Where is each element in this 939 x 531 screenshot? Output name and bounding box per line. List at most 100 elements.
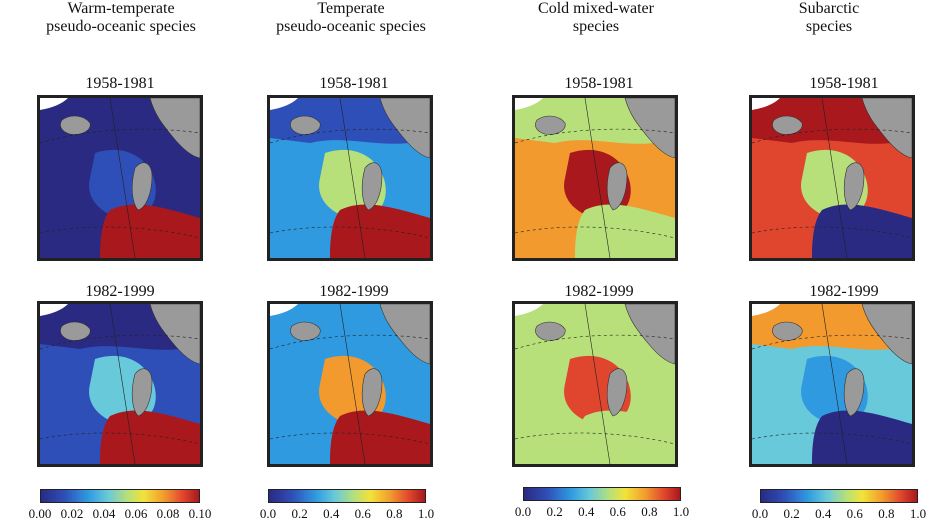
land-britain: [606, 368, 628, 417]
land-norway: [624, 304, 675, 365]
tick-label: 0.8: [878, 506, 895, 521]
land-britain: [131, 162, 153, 211]
graticule-parallel: [752, 226, 912, 239]
column-title-subarctic: Subarctic species: [729, 0, 929, 36]
land-norway: [379, 304, 430, 365]
tick-label: 0.2: [291, 506, 308, 521]
sea-field-south: [812, 204, 912, 258]
tick-label: 0.2: [783, 506, 800, 521]
title-line-2: pseudo-oceanic species: [276, 18, 426, 35]
tick-label: 0.4: [815, 506, 832, 521]
land-britain: [361, 162, 383, 211]
map-cold-mixed-water-1958-1981: [512, 95, 678, 261]
period-label: 1982-1999: [809, 283, 879, 300]
tick-label: 1.0: [417, 506, 435, 521]
period-label: 1982-1999: [319, 283, 389, 300]
tick-label: 0.8: [386, 506, 403, 521]
title-line-1: Subarctic: [798, 0, 860, 17]
graticule-parallel: [270, 226, 430, 239]
sea-field-south: [330, 410, 430, 464]
no-data-area: [752, 98, 780, 110]
land-iceland: [60, 321, 91, 341]
title-line-1: Warm-temperate: [67, 0, 175, 17]
graticule-parallel: [752, 334, 912, 350]
sea-field-south: [100, 410, 200, 464]
tick-label: 0.6: [609, 504, 626, 519]
graticule-meridian: [109, 304, 136, 464]
land-norway: [149, 304, 200, 365]
tick-label: 0.02: [60, 506, 84, 521]
tick-label: 0.04: [92, 506, 116, 521]
land-norway: [379, 98, 430, 159]
sea-field-south: [575, 204, 675, 258]
tick-label: 0.0: [751, 506, 769, 521]
tick-label: 1.0: [672, 504, 690, 519]
column-title-cold-mixed-water: Cold mixed-water species: [496, 0, 696, 36]
period-label: 1958-1981: [85, 75, 155, 92]
graticule-parallel: [752, 128, 912, 144]
tick-label: 1.0: [909, 506, 927, 521]
land-britain: [843, 368, 865, 417]
graticule-parallel: [270, 432, 430, 445]
graticule-meridian: [109, 98, 136, 258]
graticule-parallel: [270, 334, 430, 350]
map-temperate-1982-1999: [267, 301, 433, 467]
land-iceland: [535, 115, 566, 135]
graticule-parallel: [40, 128, 200, 144]
map-warm-temperate-1982-1999: [37, 301, 203, 467]
graticule-parallel: [515, 432, 675, 445]
map-subarctic-1958-1981: [749, 95, 915, 261]
tick-label: 0.00: [28, 506, 52, 521]
colorbar-cold-mixed-water: [523, 487, 681, 501]
no-data-area: [270, 98, 298, 110]
map-warm-temperate-1958-1981: [37, 95, 203, 261]
tick-label: 0.4: [323, 506, 340, 521]
sea-field-south: [575, 410, 675, 464]
column-title-temperate: Temperate pseudo-oceanic species: [251, 0, 451, 36]
graticule-parallel: [752, 432, 912, 445]
map-subarctic-1982-1999: [749, 301, 915, 467]
no-data-area: [40, 304, 68, 316]
no-data-area: [752, 304, 780, 316]
tick-label: 0.0: [259, 506, 277, 521]
graticule-parallel: [515, 128, 675, 144]
graticule-parallel: [515, 334, 675, 350]
land-norway: [624, 98, 675, 159]
land-norway: [861, 304, 912, 365]
colorbar-subarctic: [760, 489, 918, 503]
tick-label: 0.8: [641, 504, 658, 519]
land-iceland: [290, 321, 321, 341]
sea-field-south: [330, 204, 430, 258]
colorbar-temperate: [268, 489, 426, 503]
land-iceland: [535, 321, 566, 341]
colorbar-warm-temperate: [40, 489, 200, 503]
period-label: 1958-1981: [809, 75, 879, 92]
land-iceland: [290, 115, 321, 135]
period-label: 1982-1999: [564, 283, 634, 300]
column-title-warm-temperate: Warm-temperate pseudo-oceanic species: [21, 0, 221, 36]
graticule-parallel: [270, 128, 430, 144]
graticule-meridian: [584, 304, 611, 464]
land-norway: [861, 98, 912, 159]
graticule-parallel: [40, 226, 200, 239]
graticule-meridian: [821, 98, 848, 258]
no-data-area: [515, 98, 543, 110]
tick-label: 0.06: [124, 506, 148, 521]
title-line-1: Cold mixed-water: [538, 0, 654, 17]
tick-label: 0.2: [546, 504, 563, 519]
map-temperate-1958-1981: [267, 95, 433, 261]
land-iceland: [60, 115, 91, 135]
tick-label: 0.6: [846, 506, 863, 521]
period-label: 1982-1999: [85, 283, 155, 300]
land-britain: [131, 368, 153, 417]
tick-label: 0.6: [354, 506, 371, 521]
sea-field-south: [100, 204, 200, 258]
graticule-meridian: [821, 304, 848, 464]
no-data-area: [40, 98, 68, 110]
tick-label: 0.4: [578, 504, 595, 519]
land-britain: [361, 368, 383, 417]
period-label: 1958-1981: [564, 75, 634, 92]
land-norway: [149, 98, 200, 159]
graticule-meridian: [584, 98, 611, 258]
title-line-2: pseudo-oceanic species: [46, 18, 196, 35]
